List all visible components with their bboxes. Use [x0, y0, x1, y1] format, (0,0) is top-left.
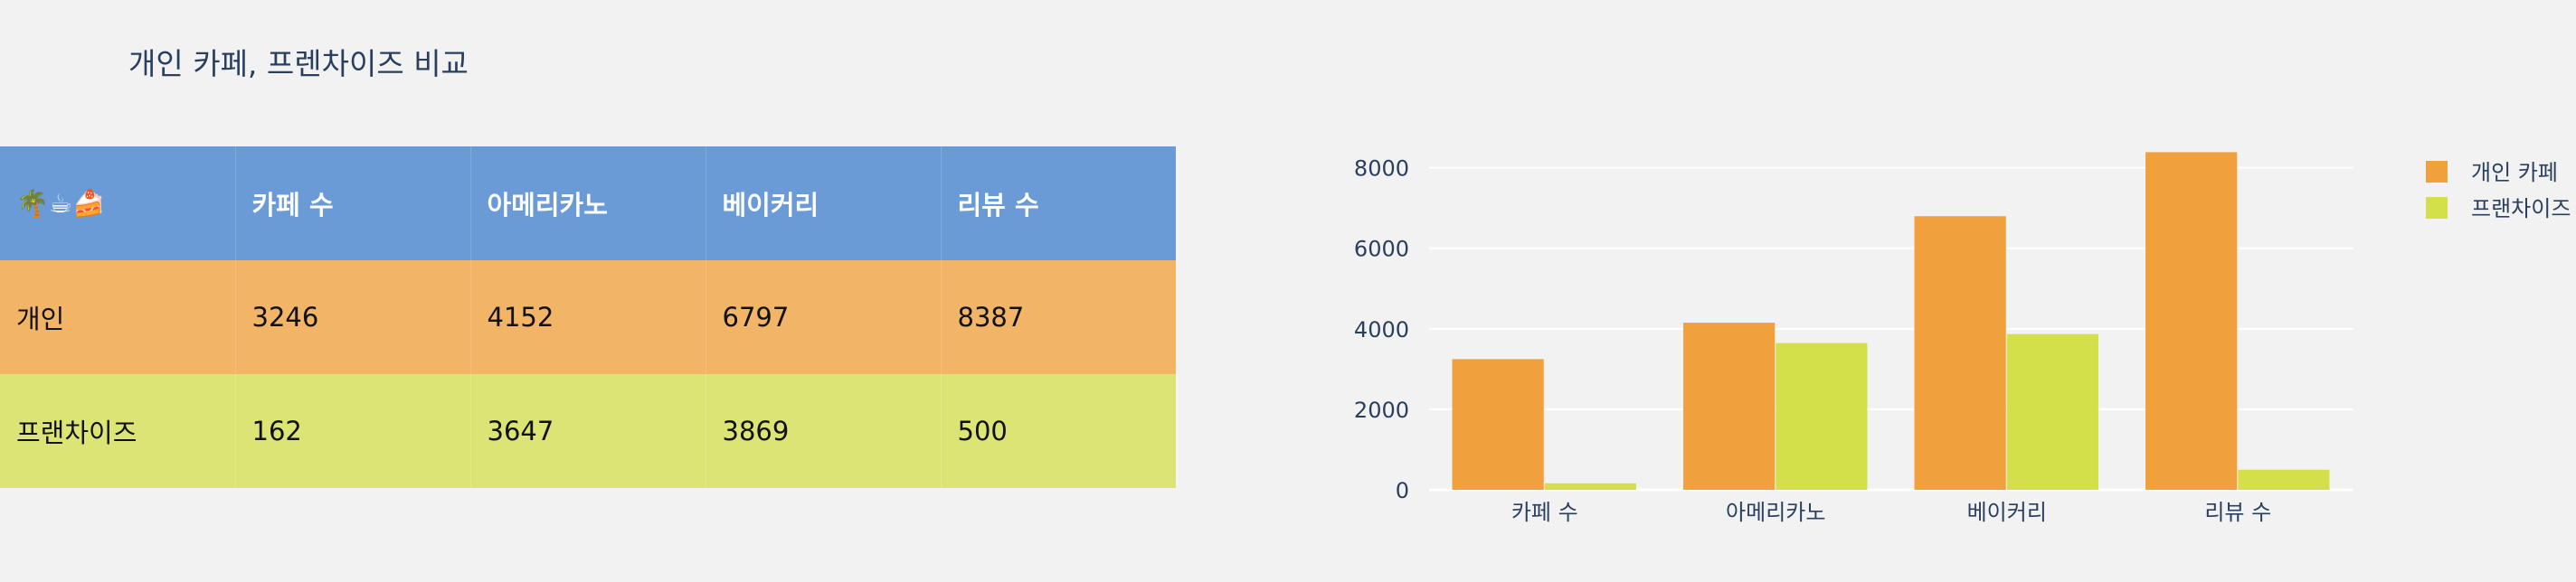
x-tick-label: 리뷰 수	[2204, 500, 2271, 525]
table-header-cell: 베이커리	[706, 146, 942, 260]
table-cell: 3647	[470, 374, 706, 488]
table-row: 개인 3246 4152 6797 8387	[0, 260, 1177, 374]
legend-label: 개인 카페	[2471, 160, 2558, 185]
comparison-table: 🌴☕🍰 카페 수 아메리카노 베이커리 리뷰 수 개인 3246 4152 67…	[0, 146, 1177, 488]
x-tick-label: 아메리카노	[1726, 500, 1825, 525]
bar	[2238, 469, 2330, 490]
table-header-icons: 🌴☕🍰	[0, 146, 236, 260]
table-cell: 8387	[941, 260, 1177, 374]
bar	[1683, 323, 1776, 490]
bar	[1452, 359, 1544, 490]
table-cell: 6797	[706, 260, 942, 374]
page-title: 개인 카페, 프렌차이즈 비교	[128, 46, 469, 81]
table-cell: 500	[941, 374, 1177, 488]
legend-label: 프랜차이즈	[2471, 196, 2571, 221]
table-header-cell: 아메리카노	[470, 146, 706, 260]
bar	[1544, 483, 1636, 490]
legend-swatch	[2426, 161, 2448, 183]
table-cell: 3246	[235, 260, 471, 374]
bar	[1776, 343, 1868, 490]
y-tick-label: 6000	[1354, 237, 1409, 262]
legend-swatch	[2426, 197, 2448, 219]
table-header-cell: 카페 수	[235, 146, 471, 260]
bar	[1914, 216, 2006, 490]
bar	[2006, 333, 2098, 490]
y-tick-label: 4000	[1354, 317, 1409, 343]
bar	[2145, 152, 2238, 490]
x-tick-label: 카페 수	[1511, 500, 1578, 525]
table-cell: 4152	[470, 260, 706, 374]
table-header-cell: 리뷰 수	[941, 146, 1177, 260]
table-cell: 프랜차이즈	[0, 374, 236, 488]
y-tick-label: 2000	[1354, 398, 1409, 423]
table-cell: 3869	[706, 374, 942, 488]
y-tick-label: 0	[1396, 478, 1409, 503]
table-cell: 162	[235, 374, 471, 488]
table-cell: 개인	[0, 260, 236, 374]
x-tick-label: 베이커리	[1967, 500, 2047, 525]
table-row: 프랜차이즈 162 3647 3869 500	[0, 374, 1177, 488]
y-tick-label: 8000	[1354, 156, 1409, 182]
table-header-row: 🌴☕🍰 카페 수 아메리카노 베이커리 리뷰 수	[0, 146, 1177, 260]
